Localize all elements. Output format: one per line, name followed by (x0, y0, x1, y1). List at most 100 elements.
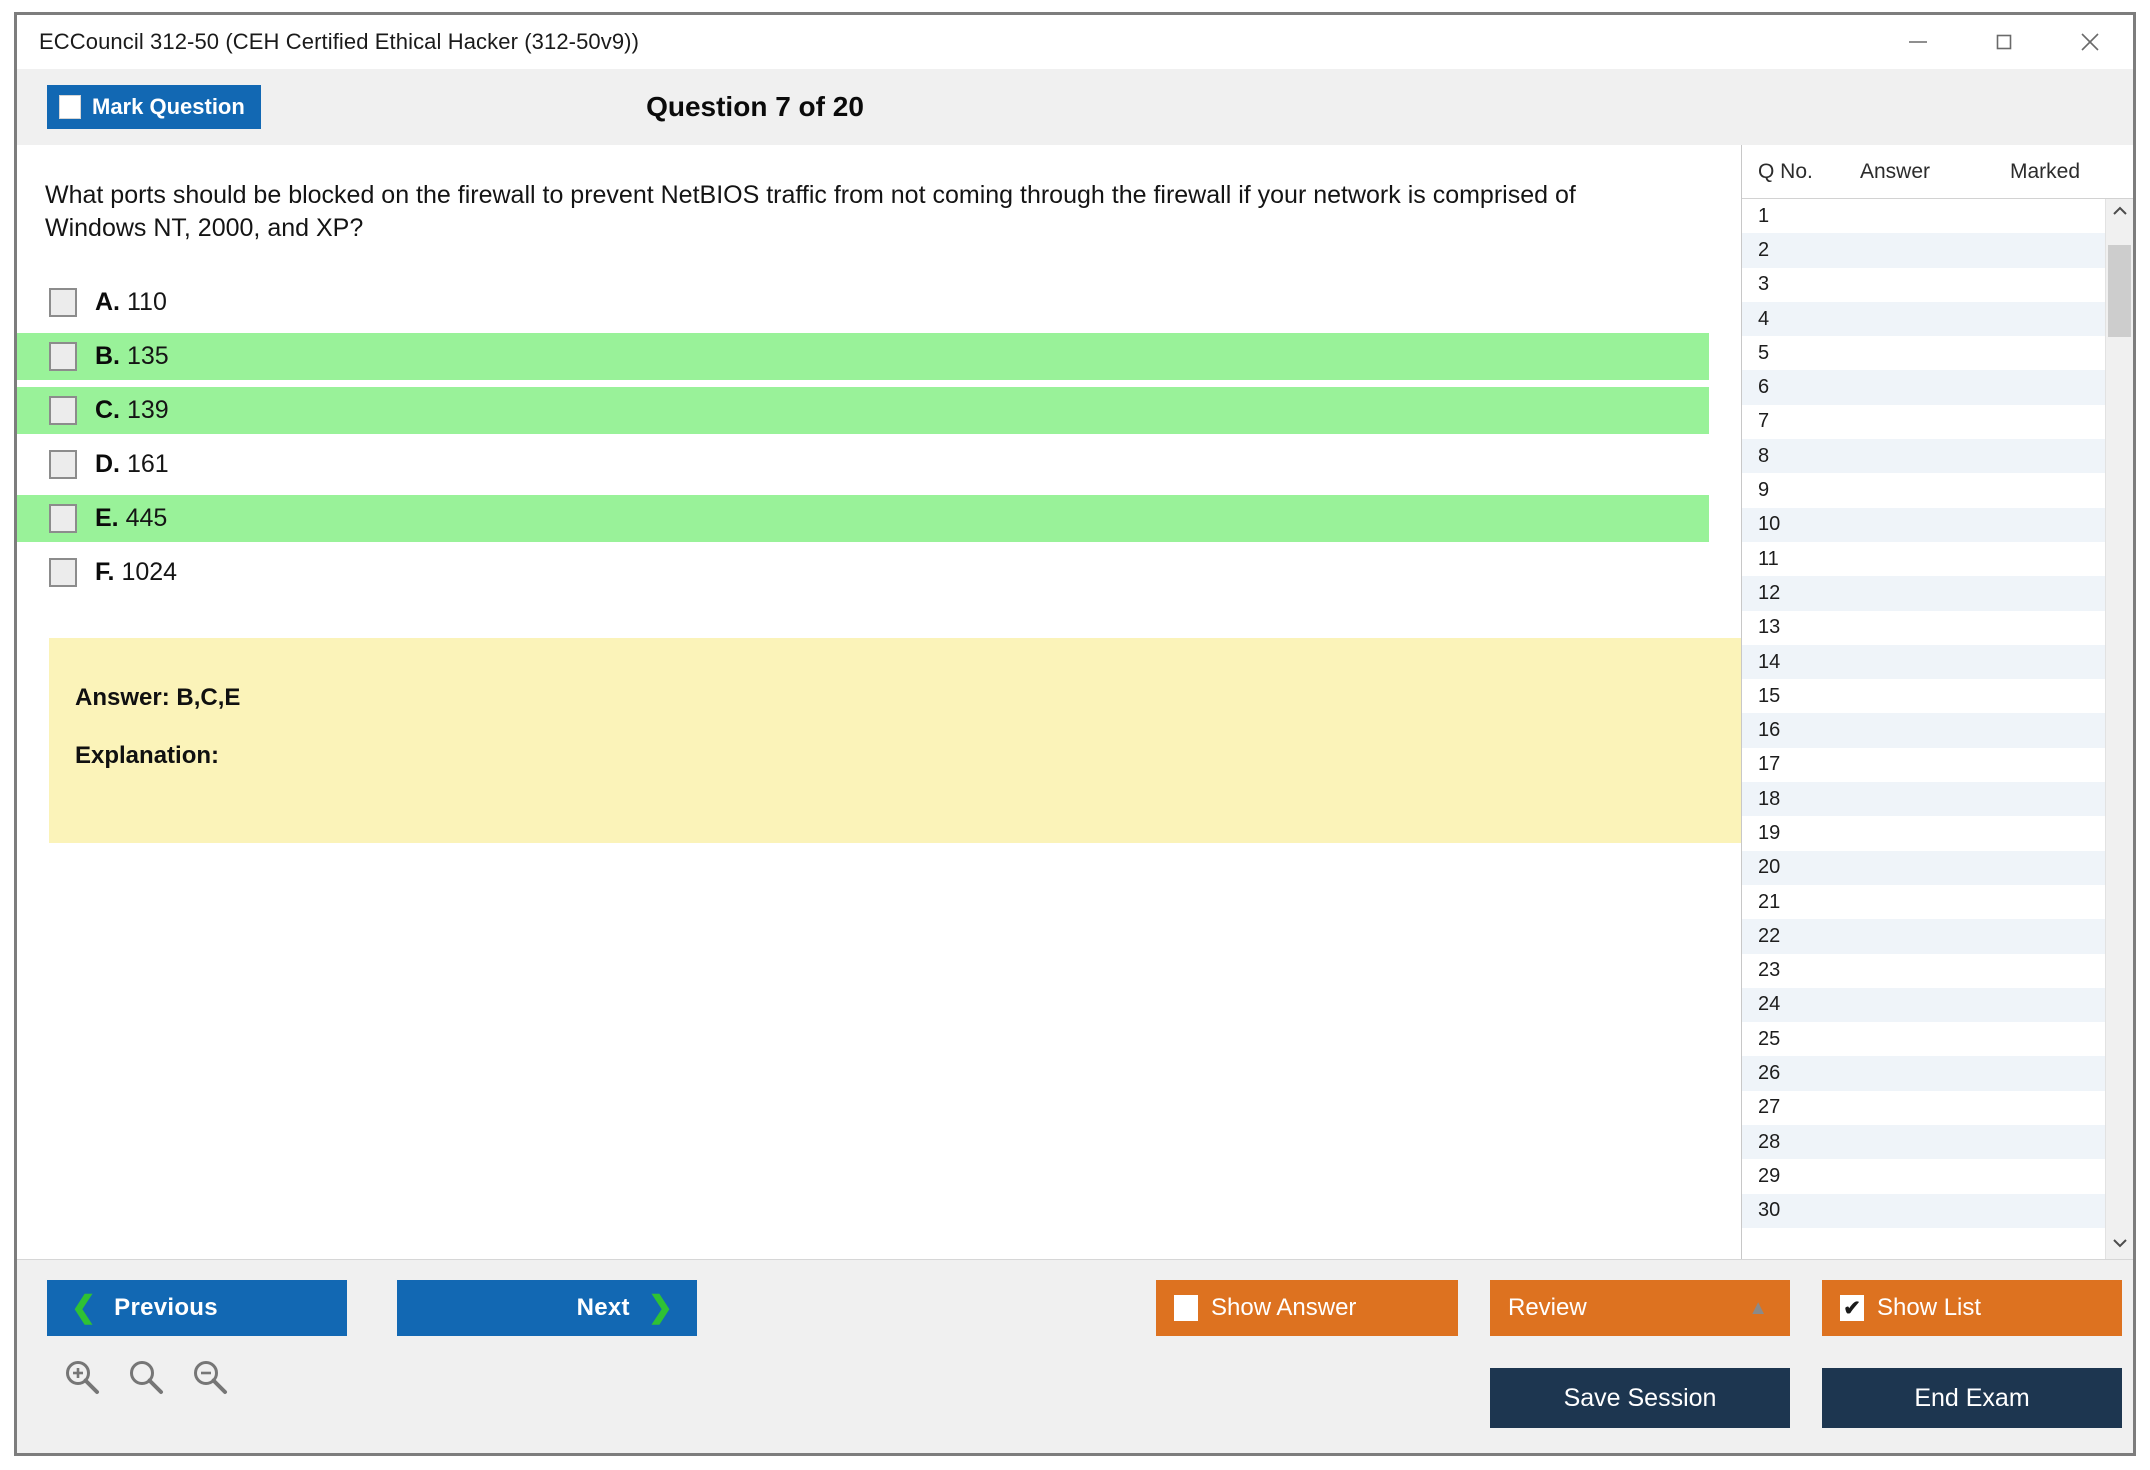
question-list-row[interactable]: 29 (1742, 1159, 2105, 1194)
question-row-number: 19 (1758, 821, 1781, 844)
option-row-f[interactable]: F. 1024 (17, 549, 1741, 596)
question-list-row[interactable]: 20 (1742, 850, 2105, 885)
question-row-number: 7 (1758, 410, 1770, 433)
question-list-row[interactable]: 25 (1742, 1022, 2105, 1057)
question-list-row[interactable]: 2 (1742, 233, 2105, 268)
option-letter: D. (95, 450, 120, 478)
question-list-row[interactable]: 27 (1742, 1090, 2105, 1126)
question-row-number: 28 (1758, 1130, 1781, 1153)
question-row-number: 18 (1758, 787, 1781, 810)
column-header-marked: Marked (2010, 159, 2081, 183)
question-list-row[interactable]: 6 (1742, 370, 2105, 405)
exam-window: ECCouncil 312-50 (CEH Certified Ethical … (14, 12, 2136, 1456)
next-button[interactable]: Next ❯ (397, 1280, 697, 1336)
question-list-row[interactable]: 13 (1742, 610, 2105, 645)
question-row-number: 6 (1758, 376, 1770, 399)
zoom-out-icon[interactable] (189, 1356, 231, 1398)
answer-options-list: A. 110 B. 135 C. 139 D. 161 (17, 279, 1741, 596)
show-answer-button[interactable]: Show Answer (1156, 1280, 1458, 1336)
answer-explanation-box: Answer: B,C,E Explanation: (49, 638, 1741, 843)
save-session-button[interactable]: Save Session (1490, 1368, 1790, 1428)
question-row-number: 16 (1758, 719, 1781, 742)
question-list-row[interactable]: 26 (1742, 1056, 2105, 1091)
next-button-label: Next (576, 1294, 630, 1321)
scrollbar-track[interactable] (2106, 227, 2133, 1231)
question-row-number: 25 (1758, 1027, 1781, 1050)
question-list-row[interactable]: 19 (1742, 816, 2105, 851)
option-checkbox[interactable] (49, 396, 77, 425)
show-answer-checkbox[interactable] (1174, 1295, 1198, 1321)
question-list-row[interactable]: 9 (1742, 473, 2105, 508)
option-checkbox[interactable] (49, 504, 77, 533)
scroll-up-button[interactable] (2106, 199, 2133, 227)
option-letter: A. (95, 288, 120, 316)
question-row-number: 27 (1758, 1096, 1781, 1119)
question-row-number: 5 (1758, 341, 1770, 364)
question-list-row[interactable]: 3 (1742, 267, 2105, 302)
chevron-up-icon (2112, 204, 2128, 222)
option-text: 161 (127, 450, 169, 478)
question-list-row[interactable]: 30 (1742, 1193, 2105, 1228)
option-row-b[interactable]: B. 135 (17, 333, 1709, 380)
question-list-row[interactable]: 14 (1742, 644, 2105, 680)
end-exam-button[interactable]: End Exam (1822, 1368, 2122, 1428)
scrollbar-thumb[interactable] (2108, 245, 2131, 337)
previous-button[interactable]: ❮ Previous (47, 1280, 347, 1336)
maximize-button[interactable] (1961, 15, 2047, 69)
option-row-c[interactable]: C. 139 (17, 387, 1709, 434)
option-row-e[interactable]: E. 445 (17, 495, 1709, 542)
review-label: Review (1508, 1294, 1587, 1321)
question-row-number: 30 (1758, 1199, 1781, 1222)
option-letter: F. (95, 558, 115, 586)
option-text: 445 (125, 504, 168, 532)
minimize-button[interactable] (1875, 15, 1961, 69)
mark-question-button[interactable]: Mark Question (47, 85, 261, 129)
question-row-number: 24 (1758, 993, 1781, 1016)
question-list-row[interactable]: 11 (1742, 541, 2105, 577)
scroll-down-button[interactable] (2106, 1231, 2133, 1259)
question-list-row[interactable]: 4 (1742, 301, 2105, 337)
mark-question-checkbox[interactable] (59, 95, 81, 119)
question-list-scrollbar[interactable] (2105, 199, 2133, 1259)
option-row-a[interactable]: A. 110 (17, 279, 1741, 326)
option-row-d[interactable]: D. 161 (17, 441, 1741, 488)
question-list-row[interactable]: 16 (1742, 713, 2105, 748)
question-row-number: 10 (1758, 513, 1781, 536)
question-list-row[interactable]: 10 (1742, 507, 2105, 542)
option-checkbox[interactable] (49, 450, 77, 479)
show-list-button[interactable]: ✔ Show List (1822, 1280, 2122, 1336)
review-dropdown-button[interactable]: Review ▲ (1490, 1280, 1790, 1336)
question-list-scroll-wrap: 1 2 3 4 5 6 7 8 9 10 11 12 13 14 15 16 17 18 19 20 21 22 23 24 2… (1742, 199, 2133, 1259)
show-list-checkbox[interactable]: ✔ (1840, 1295, 1864, 1321)
question-list-header: Q No. Answer Marked (1742, 145, 2133, 199)
question-list-row[interactable]: 17 (1742, 747, 2105, 783)
question-list-row[interactable]: 28 (1742, 1125, 2105, 1160)
question-list-row[interactable]: 21 (1742, 884, 2105, 920)
question-list-row[interactable]: 24 (1742, 987, 2105, 1023)
option-checkbox[interactable] (49, 558, 77, 587)
option-checkbox[interactable] (49, 342, 77, 371)
question-list-row[interactable]: 8 (1742, 439, 2105, 474)
question-row-number: 26 (1758, 1062, 1781, 1085)
body-area: What ports should be blocked on the fire… (17, 145, 2133, 1259)
question-row-number: 29 (1758, 1164, 1781, 1187)
question-row-number: 12 (1758, 581, 1781, 604)
question-list-row[interactable]: 1 (1742, 199, 2105, 234)
column-header-answer: Answer (1860, 159, 1931, 183)
question-list-row[interactable]: 15 (1742, 679, 2105, 714)
question-row-number: 20 (1758, 856, 1781, 879)
zoom-in-icon[interactable] (61, 1356, 103, 1398)
zoom-reset-icon[interactable] (125, 1356, 167, 1398)
question-list-row[interactable]: 22 (1742, 919, 2105, 954)
minimize-icon (1905, 29, 1931, 55)
question-list-row[interactable]: 5 (1742, 336, 2105, 371)
question-row-number: 3 (1758, 273, 1770, 296)
close-button[interactable] (2047, 15, 2133, 69)
question-list-row[interactable]: 23 (1742, 953, 2105, 988)
close-icon (2075, 27, 2105, 57)
question-list-row[interactable]: 18 (1742, 782, 2105, 817)
option-checkbox[interactable] (49, 288, 77, 317)
question-list-row[interactable]: 7 (1742, 404, 2105, 440)
question-list-row[interactable]: 12 (1742, 576, 2105, 611)
option-text: 110 (127, 288, 167, 316)
